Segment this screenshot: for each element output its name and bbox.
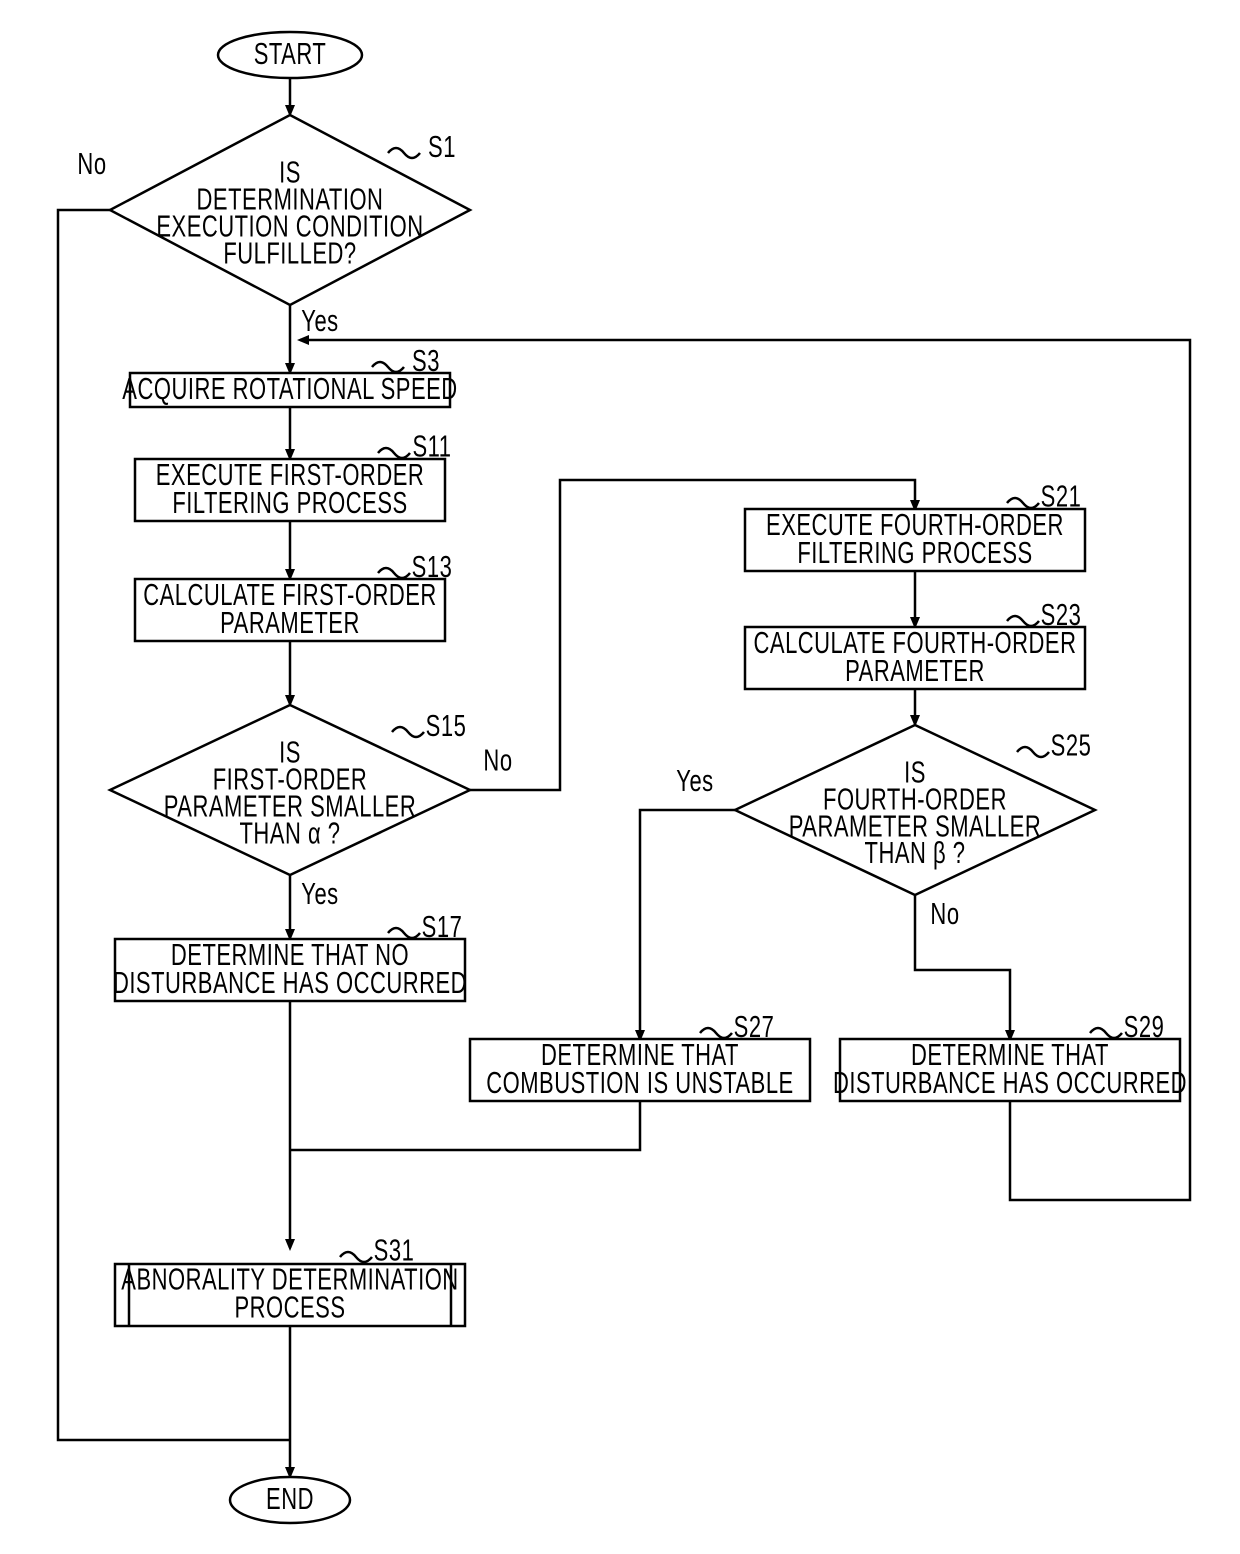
step-label-S29: S29 xyxy=(1124,1009,1165,1044)
process-S27-text: COMBUSTION IS UNSTABLE xyxy=(486,1065,793,1100)
process-S13-text: PARAMETER xyxy=(220,605,360,640)
edge xyxy=(640,810,735,1039)
step-label-S27: S27 xyxy=(734,1009,775,1044)
edge xyxy=(915,895,1010,1039)
step-label-S3: S3 xyxy=(412,343,440,378)
process-S23-text: PARAMETER xyxy=(845,653,985,688)
decision-S15-no: No xyxy=(483,743,512,778)
decision-S15-text: THAN α ? xyxy=(239,816,340,851)
step-tilde xyxy=(392,727,424,737)
decision-S15-yes: Yes xyxy=(301,876,338,911)
process-S3-text: ACQUIRE ROTATIONAL SPEED xyxy=(122,371,457,406)
edge xyxy=(290,1101,640,1150)
step-label-S13: S13 xyxy=(412,549,453,584)
subprocess-S31-text: PROCESS xyxy=(234,1290,345,1325)
step-label-S11: S11 xyxy=(413,429,452,464)
decision-S1-no: No xyxy=(77,146,106,181)
flowchart-diagram: STARTENDISDETERMINATIONEXECUTION CONDITI… xyxy=(0,0,1240,1554)
step-tilde xyxy=(1017,747,1049,757)
decision-S1-yes: Yes xyxy=(301,303,338,338)
step-label-S31: S31 xyxy=(374,1233,415,1268)
step-tilde xyxy=(388,148,420,158)
process-S21-text: FILTERING PROCESS xyxy=(797,535,1032,570)
process-S17-text: DISTURBANCE HAS OCCURRED xyxy=(113,965,467,1000)
step-label-S23: S23 xyxy=(1041,597,1082,632)
step-label-S21: S21 xyxy=(1041,479,1082,514)
decision-S25-text: THAN β ? xyxy=(865,836,966,871)
step-label-S1: S1 xyxy=(428,129,456,164)
step-label-S17: S17 xyxy=(422,909,463,944)
step-label-S15: S15 xyxy=(426,708,467,743)
step-tilde xyxy=(340,1252,372,1262)
decision-S25-yes: Yes xyxy=(676,763,713,798)
process-S29-text: DISTURBANCE HAS OCCURRED xyxy=(833,1065,1187,1100)
step-label-S25: S25 xyxy=(1051,728,1092,763)
decision-S25-no: No xyxy=(930,896,959,931)
start-label: START xyxy=(254,36,327,71)
decision-S1-text: FULFILLED? xyxy=(223,236,356,271)
process-S11-text: FILTERING PROCESS xyxy=(172,485,407,520)
end-label: END xyxy=(266,1481,314,1516)
